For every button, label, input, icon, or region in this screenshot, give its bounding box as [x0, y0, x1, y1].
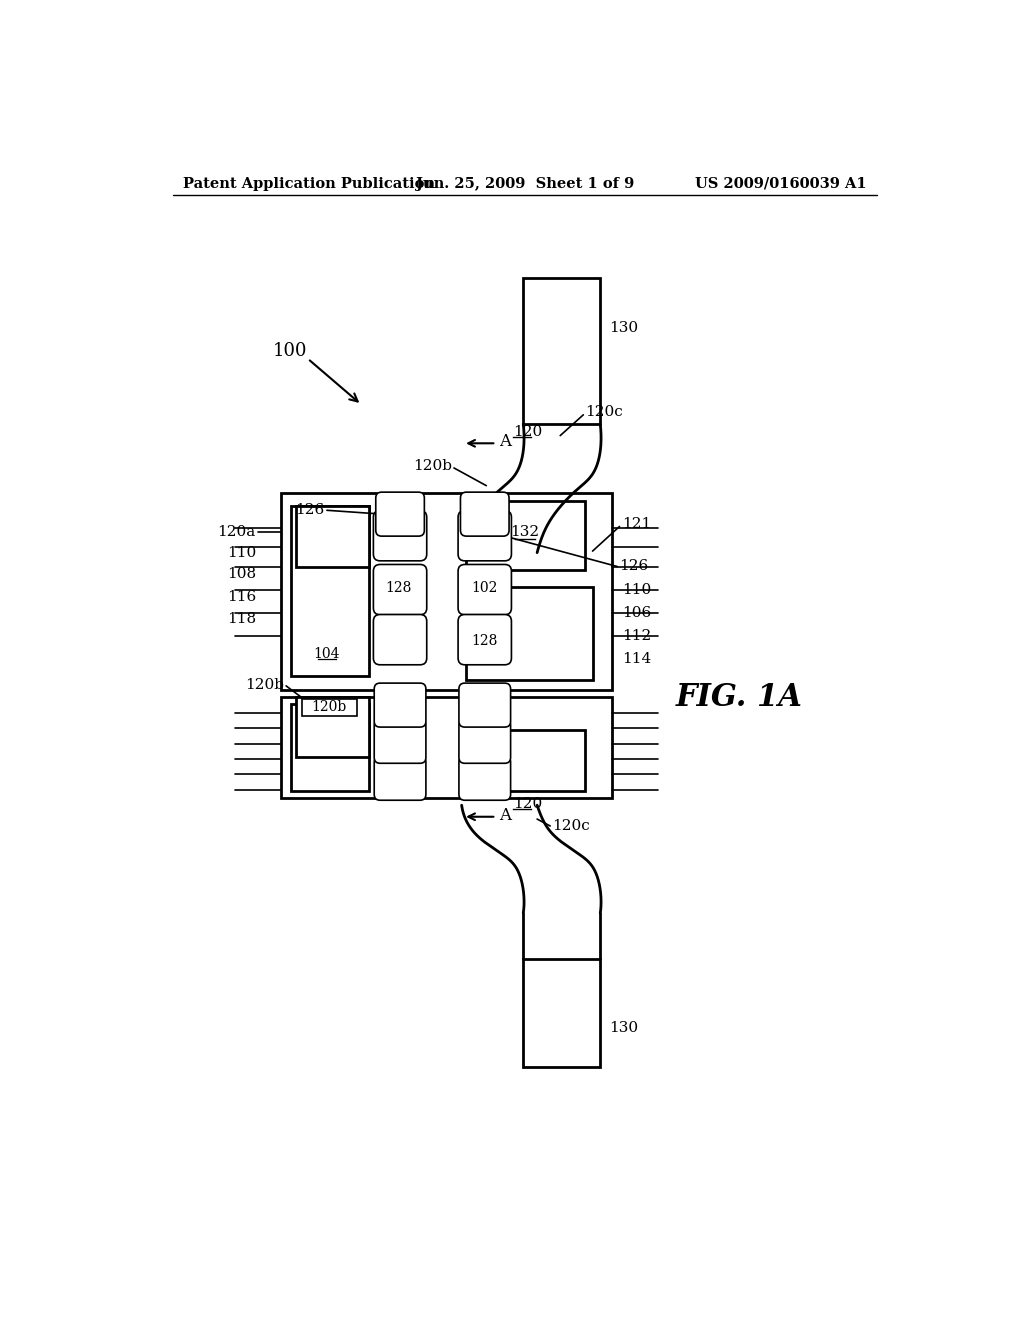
Bar [281, 494, 611, 689]
FancyBboxPatch shape [458, 511, 511, 561]
Bar [523, 277, 600, 424]
Text: 128: 128 [472, 634, 498, 648]
Text: 126: 126 [620, 560, 649, 573]
Text: 120a: 120a [217, 525, 255, 539]
Text: 132: 132 [510, 525, 540, 539]
Text: 116: 116 [227, 590, 256, 605]
FancyBboxPatch shape [459, 719, 511, 763]
Bar [291, 507, 370, 676]
FancyBboxPatch shape [458, 565, 511, 615]
Text: Jun. 25, 2009  Sheet 1 of 9: Jun. 25, 2009 Sheet 1 of 9 [416, 177, 634, 191]
FancyBboxPatch shape [374, 615, 427, 665]
Text: 118: 118 [227, 612, 256, 626]
FancyBboxPatch shape [459, 756, 511, 800]
FancyBboxPatch shape [461, 492, 509, 536]
Bar [466, 502, 585, 570]
Text: FIG. 1A: FIG. 1A [676, 682, 802, 713]
Text: 102: 102 [472, 581, 498, 595]
Text: 120: 120 [513, 425, 543, 438]
Text: 130: 130 [609, 321, 639, 335]
Bar [466, 587, 593, 680]
Text: 120: 120 [513, 797, 543, 810]
Text: 104: 104 [313, 647, 340, 660]
Text: 130: 130 [609, 1022, 639, 1035]
Bar [296, 697, 370, 758]
Text: 128: 128 [385, 581, 412, 595]
Bar [291, 704, 370, 792]
FancyBboxPatch shape [374, 511, 427, 561]
Text: Patent Application Publication: Patent Application Publication [183, 177, 435, 191]
FancyBboxPatch shape [374, 565, 427, 615]
Text: A: A [499, 433, 511, 450]
FancyBboxPatch shape [374, 719, 426, 763]
Text: 114: 114 [622, 652, 651, 665]
Text: 112: 112 [622, 628, 651, 643]
FancyBboxPatch shape [376, 492, 424, 536]
Bar [466, 730, 585, 792]
Text: 120b: 120b [414, 459, 453, 474]
Text: US 2009/0160039 A1: US 2009/0160039 A1 [695, 177, 866, 191]
Text: 120b: 120b [311, 701, 347, 714]
FancyBboxPatch shape [374, 756, 426, 800]
Text: 100: 100 [273, 342, 307, 360]
Text: 108: 108 [227, 568, 256, 581]
Text: 110: 110 [227, 545, 256, 560]
Text: 126: 126 [295, 503, 325, 517]
Text: A: A [499, 807, 511, 824]
Text: 120b: 120b [246, 678, 285, 692]
FancyBboxPatch shape [374, 684, 426, 727]
Text: 120c: 120c [552, 818, 590, 833]
Bar [301, 700, 357, 715]
FancyBboxPatch shape [459, 684, 511, 727]
Bar [296, 507, 370, 566]
Text: 120c: 120c [585, 405, 623, 420]
Text: 106: 106 [622, 606, 651, 619]
Text: 121: 121 [622, 517, 651, 531]
Text: 110: 110 [622, 582, 651, 597]
FancyBboxPatch shape [458, 615, 511, 665]
Bar [281, 697, 611, 797]
Bar [523, 960, 600, 1067]
